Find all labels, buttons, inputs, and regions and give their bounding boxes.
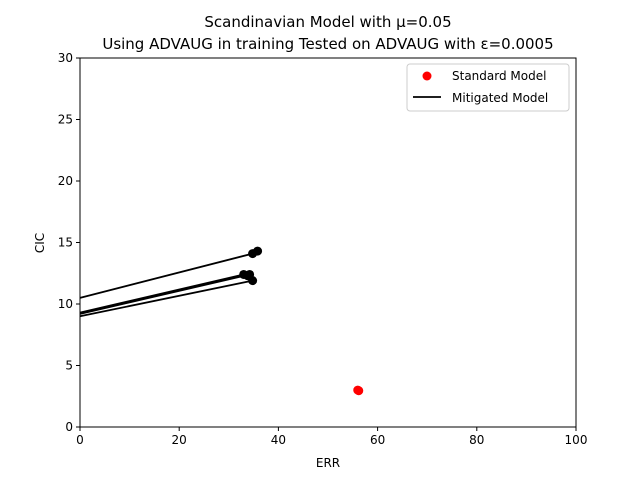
legend-box xyxy=(406,63,570,112)
chart-subtitle: Using ADVAUG in training Tested on ADVAU… xyxy=(102,35,553,53)
x-tick-label: 100 xyxy=(565,433,588,447)
plot-area xyxy=(79,246,364,396)
mitigated-point xyxy=(248,276,258,286)
axis-ticks: 0 20 40 60 80 100 0 5 10 15 20 25 30 xyxy=(58,51,588,447)
x-tick-label: 0 xyxy=(76,433,84,447)
mitigated-line xyxy=(79,252,253,299)
y-tick-label: 30 xyxy=(58,51,73,65)
legend-label-mitigated: Mitigated Model xyxy=(452,91,548,105)
mitigated-point xyxy=(253,246,263,256)
mitigated-line xyxy=(79,273,244,314)
x-tick-label: 80 xyxy=(469,433,484,447)
axes-frame xyxy=(79,57,577,428)
y-tick-label: 20 xyxy=(58,174,73,188)
x-tick-label: 40 xyxy=(271,433,286,447)
legend-label-standard: Standard Model xyxy=(452,69,546,83)
chart-title: Scandinavian Model with μ=0.05 xyxy=(204,13,451,31)
y-axis-label: CIC xyxy=(33,233,47,253)
legend: Standard Model Mitigated Model xyxy=(406,63,570,112)
y-tick-label: 5 xyxy=(65,359,73,373)
x-tick-label: 60 xyxy=(370,433,385,447)
y-tick-label: 15 xyxy=(58,236,73,250)
legend-marker-standard xyxy=(422,71,432,81)
x-axis-label: ERR xyxy=(316,456,340,470)
y-tick-label: 0 xyxy=(65,420,73,434)
y-tick-label: 25 xyxy=(58,113,73,127)
mitigated-line xyxy=(79,273,250,315)
mitigated-line xyxy=(79,279,253,318)
standard-point xyxy=(354,386,364,396)
x-tick-label: 20 xyxy=(172,433,187,447)
y-tick-label: 10 xyxy=(58,297,73,311)
